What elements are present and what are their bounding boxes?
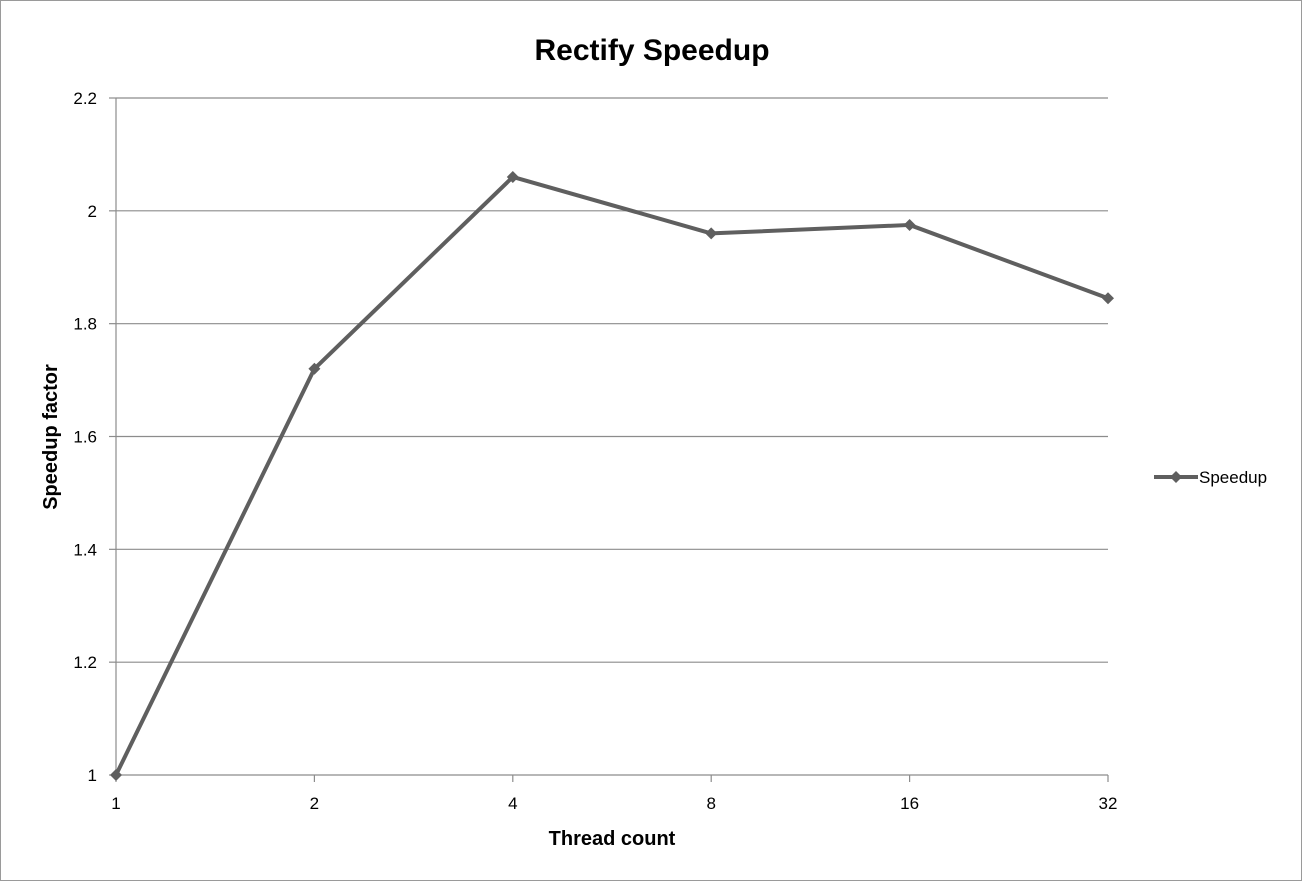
y-tick-label: 2.2 xyxy=(73,89,97,108)
data-point-8 xyxy=(705,227,718,240)
data-point-2 xyxy=(308,362,321,375)
y-tick-label: 1.2 xyxy=(73,653,97,672)
axes xyxy=(109,97,1109,782)
y-tick-label: 1.8 xyxy=(73,315,97,334)
x-tick-label: 32 xyxy=(1099,794,1118,813)
x-axis-title: Thread count xyxy=(549,828,676,850)
y-axis-title: Speedup factor xyxy=(40,364,62,510)
y-tick-label: 1.6 xyxy=(73,428,97,447)
x-tick-label: 4 xyxy=(508,794,517,813)
y-tick-label: 1 xyxy=(88,766,97,785)
legend: Speedup xyxy=(1154,468,1267,487)
chart-title: Rectify Speedup xyxy=(534,34,769,67)
series-line-speedup xyxy=(114,174,1109,776)
x-tick-labels: 1 2 4 8 16 32 xyxy=(111,794,1117,813)
data-point-16 xyxy=(903,218,916,231)
y-tick-label: 1.4 xyxy=(73,540,97,559)
series-speedup xyxy=(110,170,1114,781)
data-point-4 xyxy=(506,170,519,183)
data-point-32 xyxy=(1102,292,1114,305)
grid-lines xyxy=(116,97,1108,663)
y-tick-labels: 1 1.2 1.4 1.6 1.8 2 2.2 xyxy=(73,89,97,785)
legend-label-speedup: Speedup xyxy=(1199,468,1267,487)
y-tick-label: 2 xyxy=(88,202,97,221)
x-tick-label: 2 xyxy=(310,794,319,813)
x-tick-label: 8 xyxy=(706,794,715,813)
data-point-1 xyxy=(110,769,122,781)
legend-marker-diamond xyxy=(1170,471,1182,483)
x-tick-label: 16 xyxy=(900,794,919,813)
x-tick-label: 1 xyxy=(111,794,120,813)
